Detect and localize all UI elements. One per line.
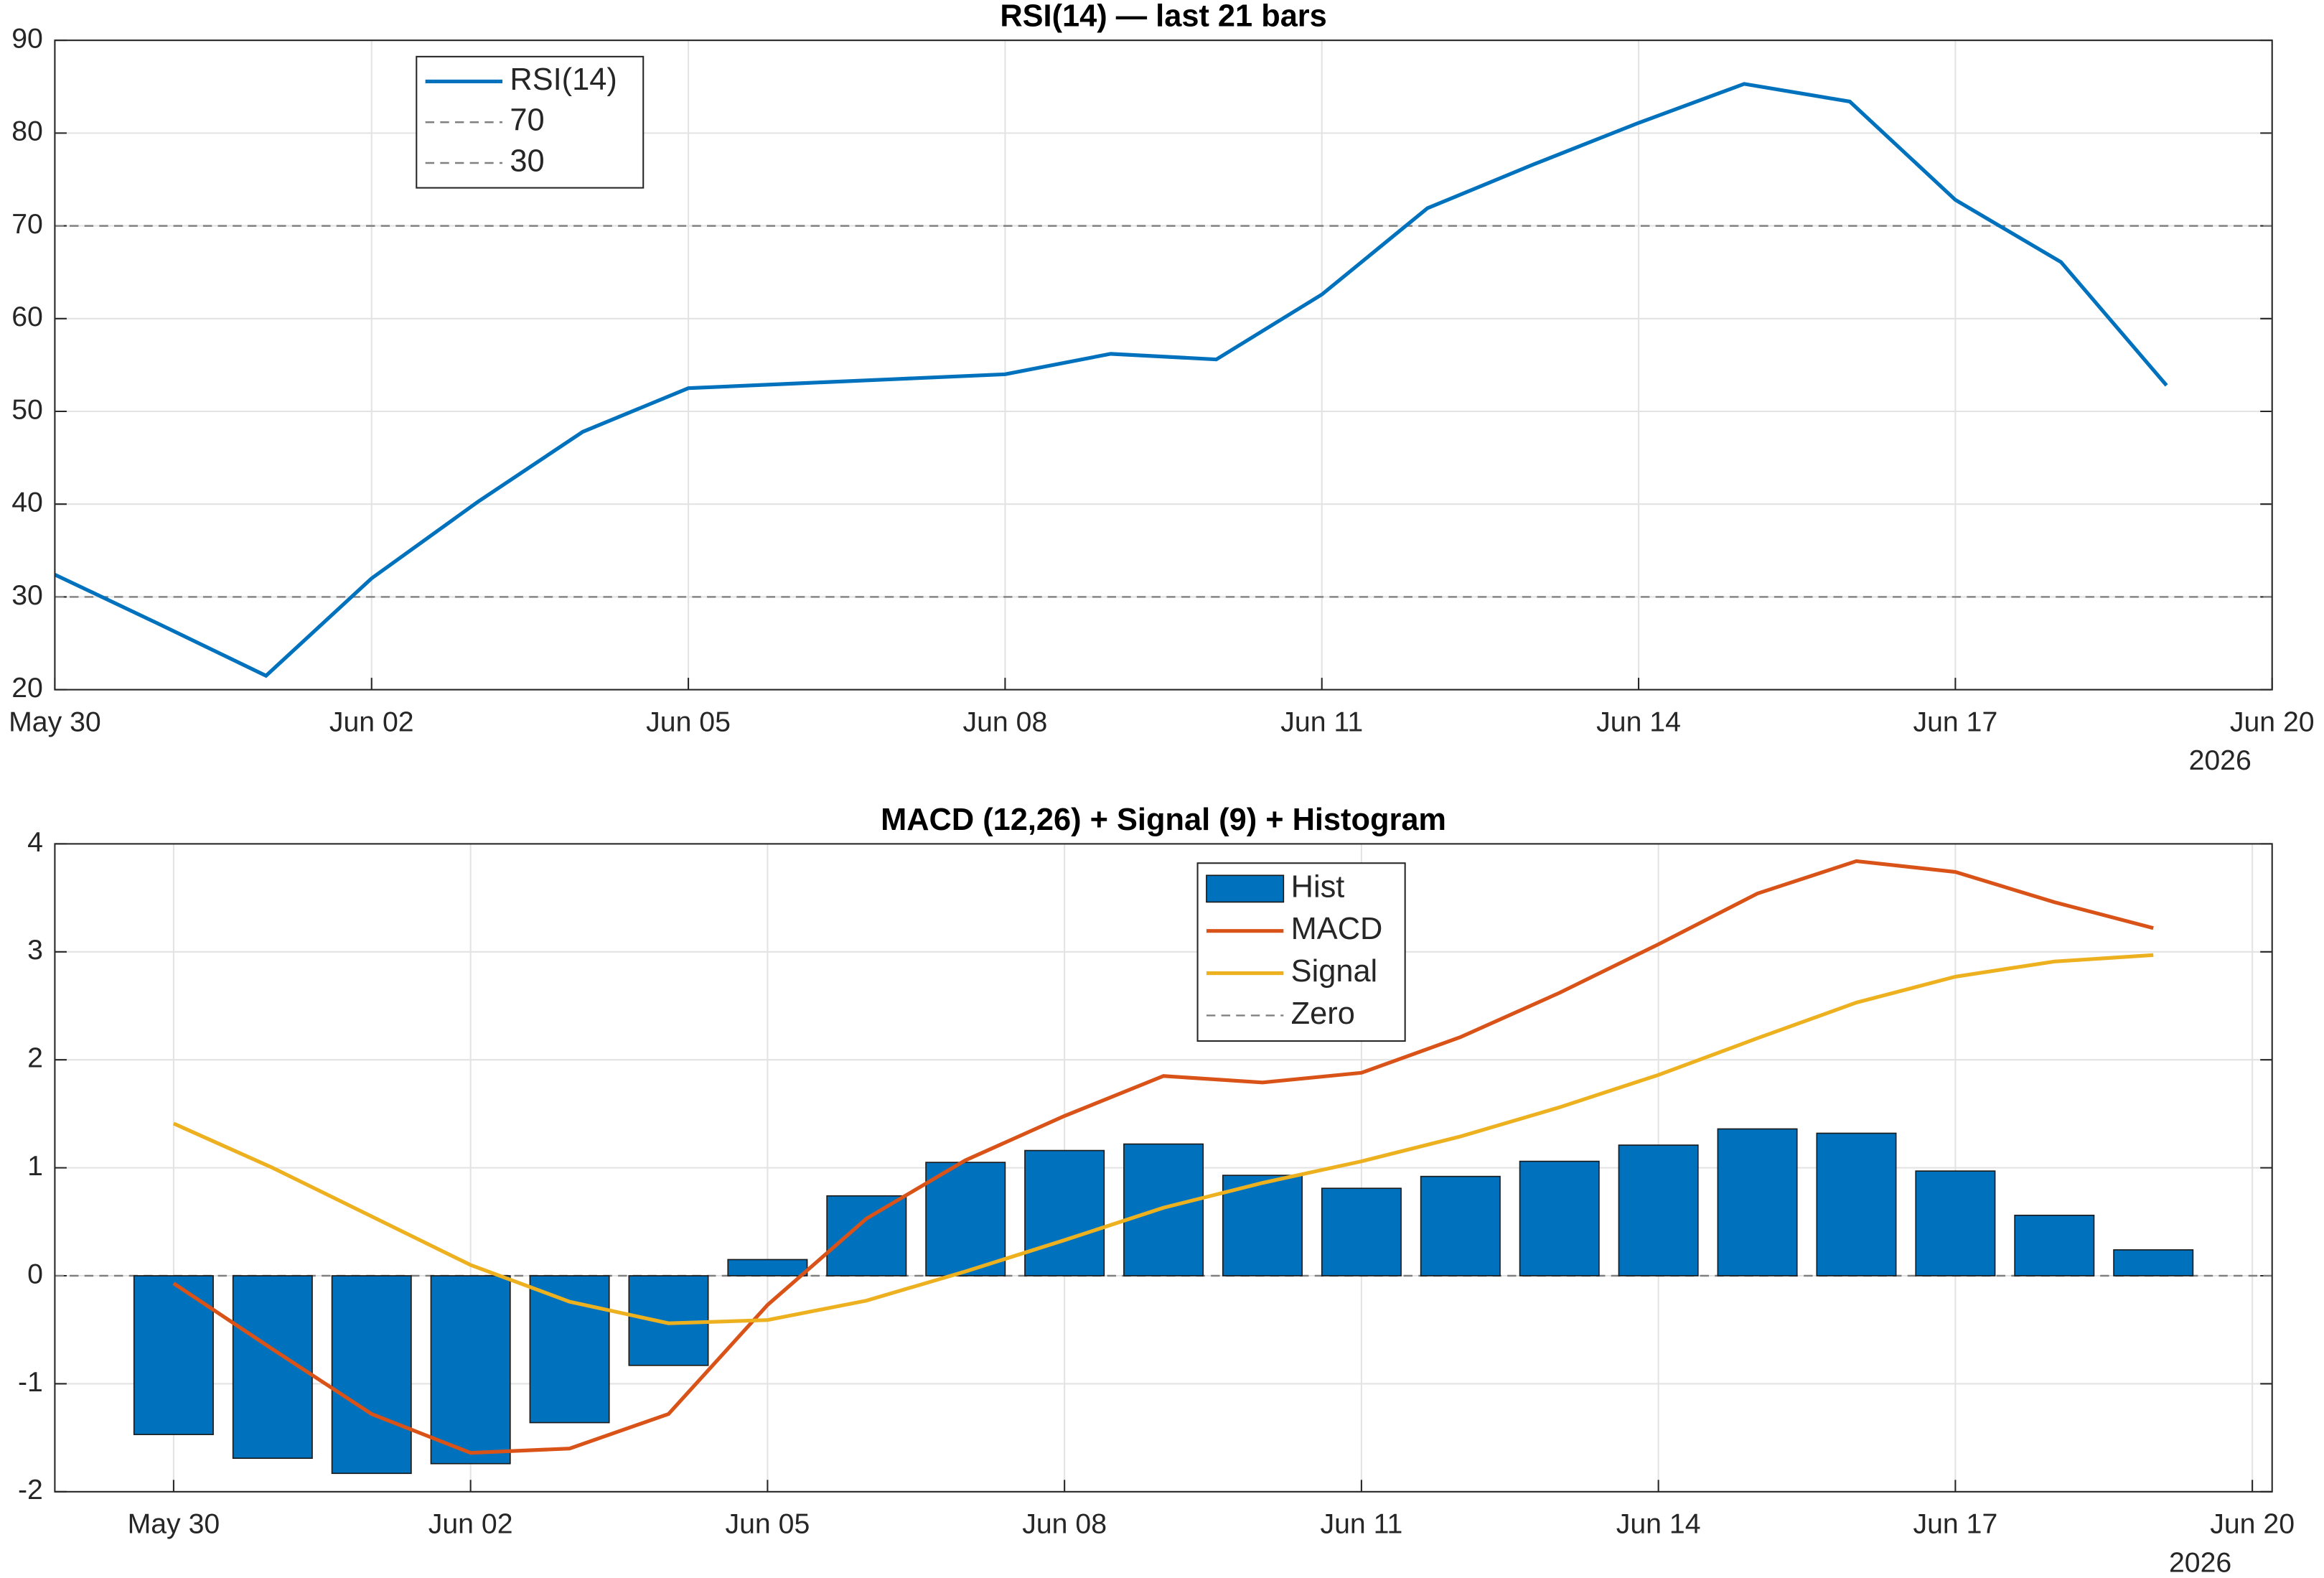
legend-label: RSI(14) [510, 62, 617, 97]
plot-area [55, 40, 2272, 690]
x-tick-label: Jun 05 [646, 706, 731, 737]
bar [1915, 1170, 1996, 1276]
y-tick-label: 3 [27, 934, 43, 966]
bar [1519, 1160, 1600, 1276]
x-tick-label: Jun 17 [1913, 1508, 1998, 1540]
x-year-label: 2026 [2189, 744, 2252, 776]
bar [826, 1195, 907, 1276]
series-line [172, 859, 2154, 1455]
bar [430, 1275, 511, 1465]
y-tick-label: 1 [27, 1150, 43, 1182]
bar [331, 1275, 412, 1475]
legend-label: MACD [1291, 912, 1383, 946]
y-tick-label: 60 [11, 301, 43, 332]
bar [2113, 1249, 2194, 1276]
bar [1816, 1132, 1897, 1276]
bar [1024, 1149, 1105, 1276]
x-tick-label: Jun 14 [1596, 706, 1681, 737]
y-tick-label: 4 [27, 826, 43, 858]
bar [1321, 1187, 1402, 1276]
bar [1717, 1128, 1798, 1276]
legend-label: Signal [1291, 954, 1378, 989]
legend-swatch [1206, 874, 1285, 903]
chart-title: MACD (12,26) + Signal (9) + Histogram [881, 803, 1446, 837]
bar [1222, 1175, 1303, 1276]
bar [1420, 1175, 1501, 1276]
plot-frame [54, 39, 2273, 691]
x-tick-label: Jun 08 [963, 706, 1048, 737]
x-tick-label: Jun 17 [1913, 706, 1998, 737]
bar [727, 1259, 808, 1276]
legend-label: Hist [1291, 869, 1345, 904]
y-tick-label: -2 [18, 1474, 43, 1505]
bar [2014, 1214, 2095, 1276]
y-tick-label: 40 [11, 487, 43, 518]
y-tick-label: 20 [11, 672, 43, 704]
x-tick-label: Jun 11 [1320, 1508, 1402, 1540]
y-tick-label: 30 [11, 579, 43, 611]
bar [1618, 1144, 1699, 1276]
x-tick-label: Jun 02 [428, 1508, 513, 1540]
y-tick-label: -1 [18, 1366, 43, 1398]
bar [529, 1275, 610, 1424]
y-tick-label: 50 [11, 393, 43, 425]
legend-label: 30 [510, 144, 544, 178]
chart-title: RSI(14) — last 21 bars [1000, 0, 1326, 34]
plot-frame [54, 843, 2273, 1493]
x-tick-label: May 30 [128, 1508, 220, 1540]
legend-label: 70 [510, 103, 544, 138]
y-tick-label: 70 [11, 208, 43, 240]
legend-label: Zero [1291, 996, 1355, 1031]
x-tick-label: Jun 02 [329, 706, 414, 737]
x-tick-label: Jun 11 [1280, 706, 1363, 737]
x-tick-label: Jun 14 [1616, 1508, 1701, 1540]
y-tick-label: 90 [11, 23, 43, 55]
x-year-label: 2026 [2169, 1546, 2231, 1578]
x-tick-label: Jun 20 [2230, 706, 2315, 737]
legend-box [416, 55, 645, 189]
y-tick-label: 0 [27, 1258, 43, 1289]
y-tick-label: 80 [11, 116, 43, 147]
x-tick-label: May 30 [9, 706, 101, 737]
bar [1123, 1143, 1204, 1276]
x-tick-label: Jun 20 [2210, 1508, 2295, 1540]
series-line [172, 953, 2154, 1325]
x-tick-label: Jun 05 [726, 1508, 810, 1540]
series-line [54, 82, 2168, 678]
bar [925, 1162, 1006, 1276]
x-tick-label: Jun 08 [1022, 1508, 1107, 1540]
y-tick-label: 2 [27, 1042, 43, 1074]
